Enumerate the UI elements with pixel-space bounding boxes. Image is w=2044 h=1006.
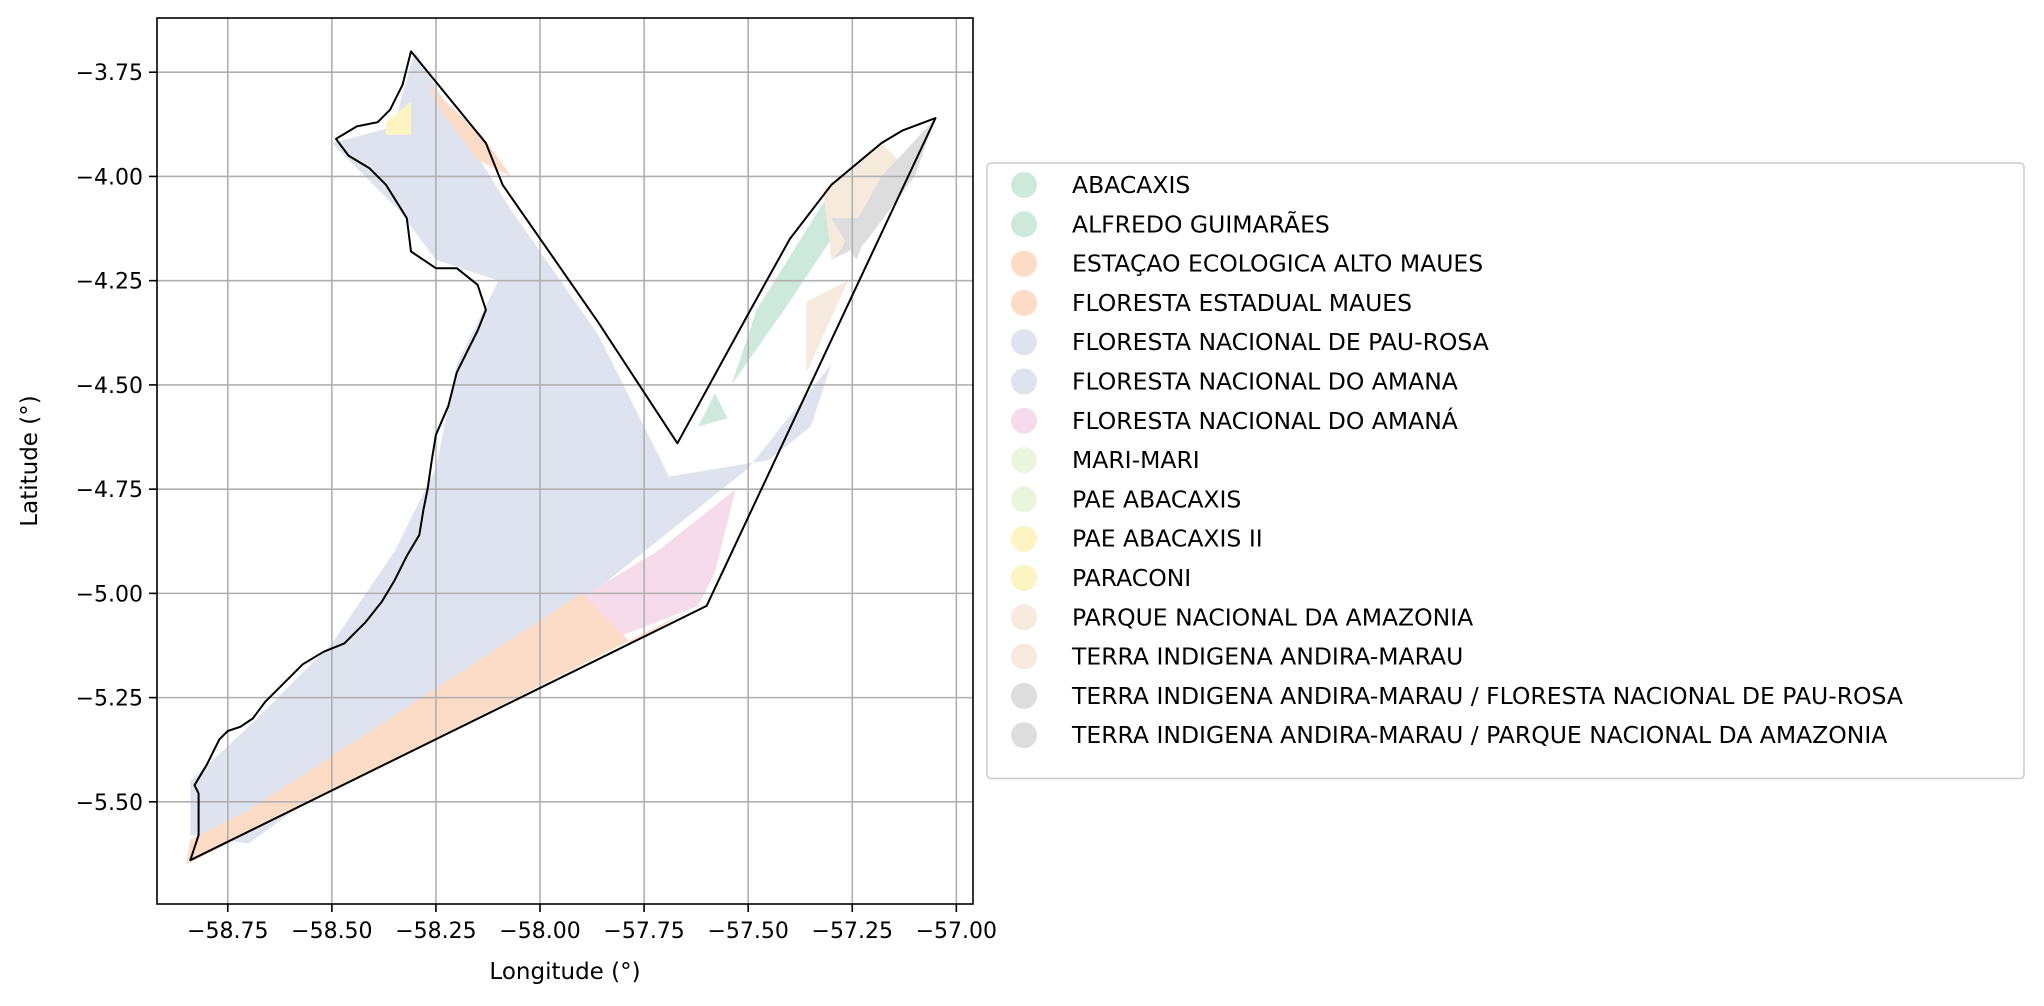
legend-item-label: FLORESTA NACIONAL DE PAU-ROSA — [1072, 328, 1489, 356]
legend-item-label: TERRA INDIGENA ANDIRA-MARAU / PARQUE NAC… — [1071, 721, 1887, 749]
legend-item-label: FLORESTA NACIONAL DO AMANÁ — [1072, 407, 1458, 435]
legend-item-label: PARQUE NACIONAL DA AMAZONIA — [1072, 603, 1473, 631]
y-tick-label: −5.50 — [76, 791, 143, 816]
region-pae-abacaxis-ii — [386, 101, 411, 135]
x-axis-ticks: −58.75 −58.50 −58.25 −58.00 −57.75 −57.50 −57.… — [187, 904, 997, 944]
y-tick-label: −5.00 — [76, 582, 143, 607]
y-axis-label: Latitude (°) — [17, 395, 43, 526]
boundary-outline — [189, 50, 937, 862]
y-axis-ticks: −3.75 −4.00 −4.25 −4.50 −4.75 −5.00 −5.25 −5.50 — [76, 61, 157, 816]
region-alfredo-guimaraes — [698, 393, 728, 427]
axes-border — [156, 17, 974, 905]
study-area-boundary — [189, 50, 937, 862]
legend-marker — [1011, 447, 1037, 474]
legend-item-label: ALFREDO GUIMARÃES — [1072, 210, 1330, 238]
legend-item-label: ABACAXIS — [1072, 171, 1190, 199]
legend-marker — [1011, 407, 1037, 434]
legend-item-label: MARI-MARI — [1072, 446, 1200, 474]
x-tick-label: −58.75 — [187, 919, 268, 944]
x-tick-label: −58.00 — [499, 919, 580, 944]
legend-marker — [1011, 565, 1037, 591]
x-tick-label: −57.50 — [707, 919, 788, 944]
legend-marker — [1011, 250, 1037, 277]
region-terra-indigena-andira-marau — [806, 280, 849, 373]
y-tick-label: −3.75 — [76, 61, 143, 86]
legend-marker — [1011, 643, 1037, 670]
y-tick-label: −4.50 — [76, 374, 143, 399]
legend-marker — [1011, 289, 1037, 316]
x-tick-label: −58.50 — [291, 919, 372, 944]
legend-item-label: FLORESTA ESTADUAL MAUES — [1072, 289, 1412, 317]
legend-marker — [1011, 525, 1037, 552]
legend-box — [986, 162, 2025, 780]
legend-item-label: PARACONI — [1072, 564, 1191, 592]
axes-frame — [156, 17, 974, 905]
legend-marker — [1011, 368, 1037, 395]
legend-marker — [1011, 211, 1037, 238]
y-tick-label: −4.25 — [76, 270, 143, 295]
y-tick-label: −4.00 — [76, 165, 143, 190]
legend-marker — [1011, 172, 1037, 198]
legend-item-label: FLORESTA NACIONAL DO AMANA — [1072, 368, 1458, 396]
legend-marker — [1011, 682, 1037, 709]
legend-item-label: PAE ABACAXIS II — [1072, 525, 1263, 553]
region-floresta-estadual-maues — [186, 593, 699, 865]
legend-marker — [1011, 329, 1037, 356]
legend-marker — [1011, 604, 1037, 631]
x-tick-label: −58.25 — [395, 919, 476, 944]
grid-lines — [157, 18, 973, 904]
legend-item-label: TERRA INDIGENA ANDIRA-MARAU / FLORESTA N… — [1071, 682, 1903, 710]
legend-marker — [1011, 722, 1037, 749]
x-tick-label: −57.75 — [603, 919, 684, 944]
y-tick-label: −4.75 — [76, 478, 143, 503]
legend-marker — [1011, 486, 1037, 513]
legend-item-label: TERRA INDIGENA ANDIRA-MARAU — [1071, 643, 1463, 671]
x-tick-label: −57.25 — [812, 919, 893, 944]
x-tick-label: −57.00 — [916, 919, 997, 944]
legend-item-label: ESTAÇAO ECOLOGICA ALTO MAUES — [1072, 250, 1483, 278]
protected-area-regions — [186, 51, 936, 865]
region-floresta-nacional-do-amana — [573, 489, 736, 636]
y-tick-label: −5.25 — [76, 687, 143, 712]
legend-item-label: PAE ABACAXIS — [1072, 485, 1241, 513]
x-axis-label: Longitude (°) — [489, 959, 640, 985]
region-floresta-nacional-de-pau-rosa — [190, 51, 832, 844]
legend: ABACAXIS ALFREDO GUIMARÃES ESTAÇAO ECOLOGI… — [986, 162, 2025, 780]
